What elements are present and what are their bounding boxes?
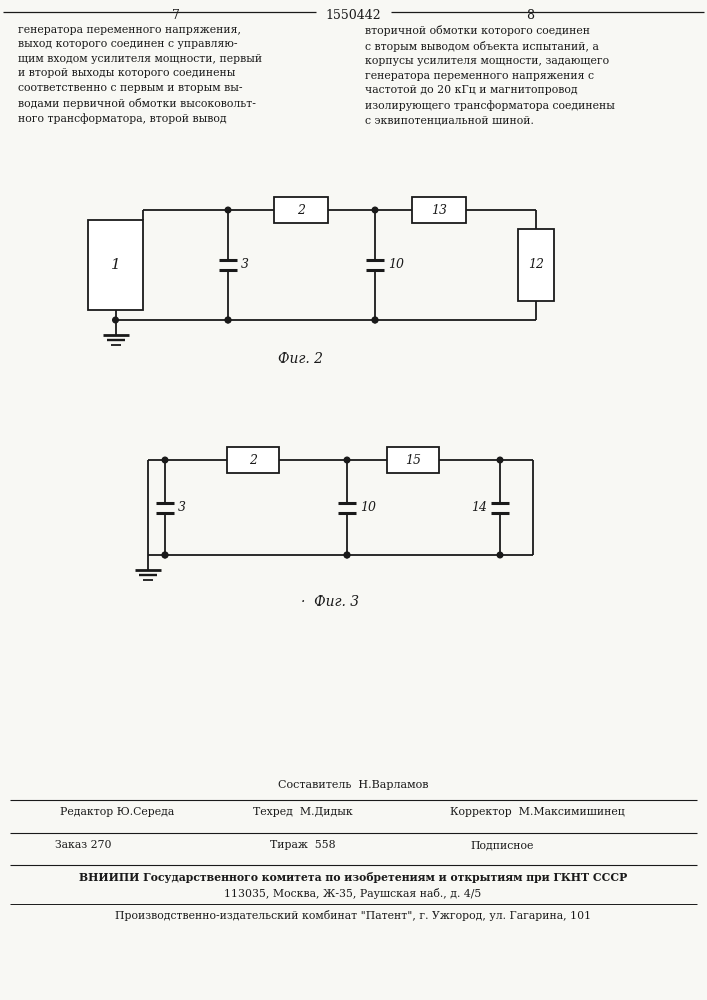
Circle shape: [372, 317, 378, 323]
Bar: [227, 447, 279, 473]
Text: 3: 3: [178, 501, 186, 514]
Circle shape: [344, 552, 350, 558]
Circle shape: [112, 317, 118, 323]
Text: вторичной обмотки которого соединен
с вторым выводом объекта испытаний, а
корпус: вторичной обмотки которого соединен с вт…: [365, 25, 615, 125]
Text: 10: 10: [388, 258, 404, 271]
Text: Фиг. 2: Фиг. 2: [278, 352, 322, 366]
Text: 12: 12: [528, 258, 544, 271]
Bar: [387, 447, 439, 473]
Circle shape: [344, 457, 350, 463]
Circle shape: [162, 552, 168, 558]
Circle shape: [162, 457, 168, 463]
Bar: [88, 220, 143, 310]
Bar: [412, 197, 466, 223]
Circle shape: [344, 552, 350, 558]
Circle shape: [372, 317, 378, 323]
Text: Подписное: Подписное: [470, 840, 533, 850]
Text: 10: 10: [360, 501, 376, 514]
Text: Тираж  558: Тираж 558: [270, 840, 336, 850]
Circle shape: [497, 457, 503, 463]
Text: Заказ 270: Заказ 270: [55, 840, 112, 850]
Circle shape: [372, 207, 378, 213]
Bar: [274, 197, 328, 223]
Text: 3: 3: [241, 258, 249, 271]
Text: 1: 1: [110, 258, 120, 272]
Text: Корректор  М.Максимишинец: Корректор М.Максимишинец: [450, 807, 625, 817]
Circle shape: [162, 552, 168, 558]
Text: 2: 2: [249, 454, 257, 466]
Text: ВНИИПИ Государственного комитета по изобретениям и открытиям при ГКНТ СССР: ВНИИПИ Государственного комитета по изоб…: [79, 872, 627, 883]
Bar: [518, 229, 554, 301]
Text: ·  Фиг. 3: · Фиг. 3: [301, 595, 359, 609]
Text: Составитель  Н.Варламов: Составитель Н.Варламов: [278, 780, 428, 790]
Circle shape: [226, 317, 230, 323]
Text: Производственно-издательский комбинат "Патент", г. Ужгород, ул. Гагарина, 101: Производственно-издательский комбинат "П…: [115, 910, 591, 921]
Text: 113035, Москва, Ж-35, Раушская наб., д. 4/5: 113035, Москва, Ж-35, Раушская наб., д. …: [224, 888, 481, 899]
Text: 8: 8: [526, 9, 534, 22]
Text: 15: 15: [405, 454, 421, 466]
Text: 2: 2: [297, 204, 305, 217]
Text: 14: 14: [471, 501, 487, 514]
Text: 7: 7: [172, 9, 180, 22]
Text: Техред  М.Дидык: Техред М.Дидык: [253, 807, 353, 817]
Text: 13: 13: [431, 204, 447, 217]
Text: Редактор Ю.Середа: Редактор Ю.Середа: [60, 807, 174, 817]
Circle shape: [497, 552, 503, 558]
Text: генератора переменного напряжения,
выход которого соединен с управляю-
щим входо: генератора переменного напряжения, выход…: [18, 25, 262, 124]
Circle shape: [226, 317, 230, 323]
Text: 1550442: 1550442: [325, 9, 381, 22]
Circle shape: [226, 207, 230, 213]
